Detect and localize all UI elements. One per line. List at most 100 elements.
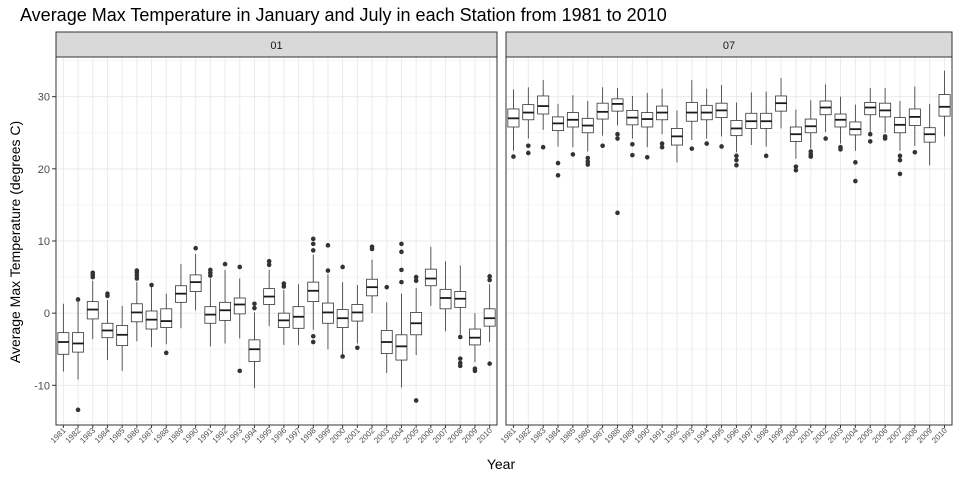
outlier-point [555,173,561,178]
outlier-point [310,333,316,339]
x-tick-label: 1992 [662,426,681,445]
outlier-point [853,160,858,165]
outlier-point [163,350,169,356]
outlier-point [570,152,576,157]
box-2000 [336,264,349,359]
panel-border [55,56,498,426]
box-2008 [908,86,921,155]
outlier-point [413,278,419,283]
iqr-box [233,297,246,315]
box-1994 [700,88,713,146]
box-2002 [366,244,378,314]
x-tick-label: 1991 [648,426,667,445]
x-tick-label: 2005 [402,426,421,445]
outlier-point [310,339,316,345]
x-tick-label: 1993 [225,426,244,445]
outlier-point [472,368,478,374]
x-tick-label: 2008 [900,426,919,445]
outlier-point [487,277,492,283]
outlier-point [487,361,492,366]
x-tick-label: 2003 [826,426,845,445]
box-1993 [233,264,246,374]
box-2010 [938,70,951,137]
x-tick-label: 1994 [240,426,259,445]
outlier-point [897,153,903,159]
facet-strip-label: 07 [723,40,735,52]
x-tick-label: 1984 [93,426,112,445]
x-tick-label: 2010 [475,426,494,445]
y-axis-title: Average Max Temperature (degrees C) [7,121,23,363]
outlier-point [105,291,110,296]
box-1988 [160,293,173,356]
facet-panel-07: 0719811982198319841985198619871988198919… [499,31,953,445]
x-tick-label: 1981 [499,426,518,445]
box-1989 [626,95,639,158]
x-tick-label: 1981 [49,426,68,445]
box-1986 [130,268,143,342]
box-1994 [248,301,261,389]
box-1982 [72,297,84,413]
x-tick-label: 2004 [841,426,860,445]
outlier-point [615,131,620,137]
outlier-point [75,407,81,413]
iqr-box [439,288,452,310]
box-2006 [424,246,437,306]
x-tick-label: 1988 [152,426,171,445]
x-tick-label: 1986 [573,426,592,445]
x-tick-label: 1995 [707,426,726,445]
y-tick-label: 30 [38,92,50,104]
x-tick-label: 1996 [269,426,288,445]
box-1995 [263,258,276,327]
box-1993 [685,80,698,151]
box-1999 [775,77,788,129]
outlier-point [540,144,546,150]
outlier-point [526,150,531,156]
iqr-box [938,94,951,117]
outlier-point [399,267,404,273]
chart-title: Average Max Temperature in January and J… [20,5,667,25]
box-1992 [219,261,231,344]
iqr-box [72,332,84,353]
x-tick-label: 1987 [588,426,607,445]
box-2001 [351,285,364,351]
x-tick-label: 2002 [358,426,377,445]
outlier-point [867,139,873,144]
x-tick-label: 1989 [166,426,185,445]
y-tick-label: 10 [38,236,50,248]
outlier-point [90,270,96,276]
outlier-point [882,134,888,139]
x-tick-label: 2001 [796,426,815,445]
x-tick-label: 1999 [766,426,785,445]
box-1990 [189,245,202,311]
x-tick-label: 1986 [122,426,141,445]
outlier-point [838,144,843,150]
outlier-point [134,268,140,273]
outlier-point [734,162,739,168]
iqr-box [189,274,202,292]
x-tick-label: 2006 [871,426,890,445]
outlier-point [193,245,198,251]
outlier-point [555,160,561,166]
box-2008 [454,265,467,369]
outlier-point [310,236,316,242]
box-1997 [292,284,305,345]
x-tick-label: 2002 [811,426,830,445]
outlier-point [325,268,331,273]
box-2000 [789,109,802,173]
y-tick-label: 0 [44,308,50,320]
outlier-point [413,398,419,403]
box-2003 [380,284,393,374]
x-tick-label: 2010 [930,426,949,445]
outlier-point [808,149,814,154]
outlier-point [149,282,154,288]
panel-border [505,56,953,426]
x-tick-label: 1982 [64,426,83,445]
outlier-point [897,157,903,163]
outlier-point [734,153,739,159]
box-1998 [307,236,320,345]
y-tick-label: -10 [34,380,50,392]
outlier-point [237,264,243,270]
x-tick-label: 2008 [446,426,465,445]
box-1984 [552,103,565,178]
outlier-point [659,144,665,150]
